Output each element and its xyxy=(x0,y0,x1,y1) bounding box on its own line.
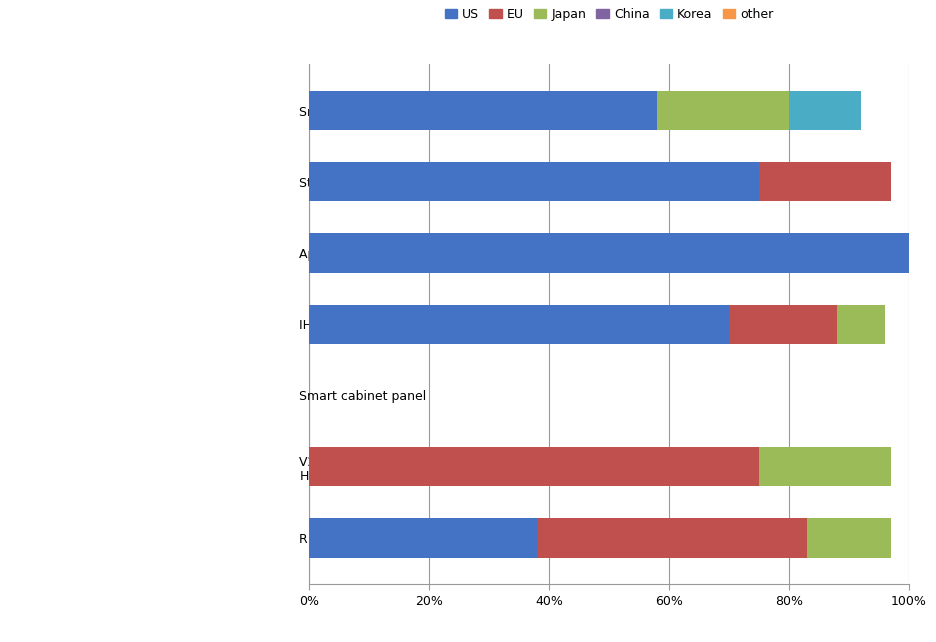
Bar xyxy=(806,518,890,557)
Bar xyxy=(309,304,728,344)
Bar xyxy=(758,162,890,202)
Legend: US, EU, Japan, China, Korea, other: US, EU, Japan, China, Korea, other xyxy=(439,3,778,26)
Bar xyxy=(309,162,758,202)
Bar xyxy=(836,304,884,344)
Bar xyxy=(728,304,836,344)
Bar xyxy=(656,91,788,130)
Bar xyxy=(309,447,758,486)
Bar xyxy=(309,518,536,557)
Bar xyxy=(758,447,890,486)
Bar xyxy=(536,518,806,557)
Bar xyxy=(309,234,908,273)
Bar xyxy=(788,91,860,130)
Bar xyxy=(309,91,656,130)
